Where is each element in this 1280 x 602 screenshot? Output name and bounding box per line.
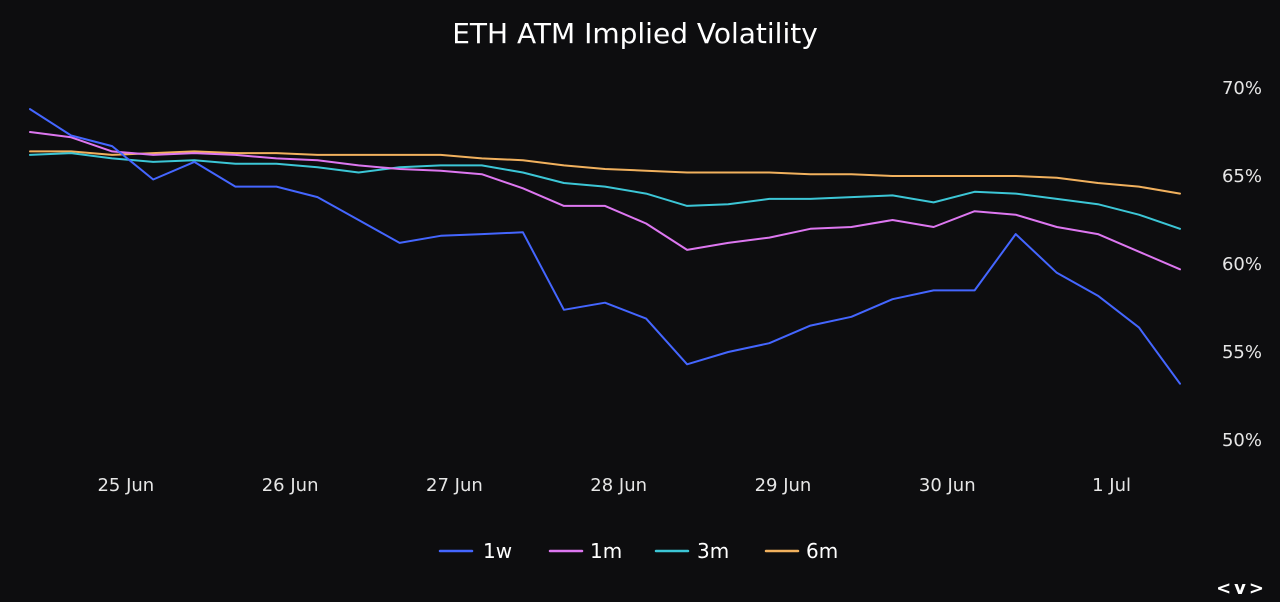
series-line-1w [29, 108, 1181, 385]
x-tick-label: 30 Jun [919, 475, 976, 496]
legend-label: 3m [697, 539, 729, 563]
plot-area [29, 108, 1181, 385]
x-axis: 25 Jun 26 Jun 27 Jun 28 Jun 29 Jun 30 Jun 1 Ju… [97, 475, 1131, 496]
legend: 1w 1m 3m 6m [438, 539, 838, 563]
y-tick-label: 50% [1222, 430, 1262, 451]
legend-label: 1m [590, 539, 622, 563]
x-tick-label: 25 Jun [97, 475, 154, 496]
legend-item-1m[interactable]: 1m [548, 539, 622, 563]
x-tick-label: 28 Jun [590, 475, 647, 496]
series-line-6m [29, 150, 1181, 195]
chart-title: ETH ATM Implied Volatility [452, 17, 818, 50]
legend-item-6m[interactable]: 6m [764, 539, 838, 563]
y-tick-label: 65% [1222, 166, 1262, 187]
x-tick-label: 27 Jun [426, 475, 483, 496]
x-tick-label: 26 Jun [262, 475, 319, 496]
y-tick-label: 70% [1222, 78, 1262, 99]
legend-item-3m[interactable]: 3m [654, 539, 729, 563]
brand-mark[interactable]: <v> [1216, 578, 1267, 599]
legend-label: 6m [806, 539, 838, 563]
y-tick-label: 55% [1222, 342, 1262, 363]
legend-label: 1w [483, 539, 512, 563]
legend-item-1w[interactable]: 1w [438, 539, 512, 563]
series-line-1m [29, 131, 1181, 271]
x-tick-label: 1 Jul [1092, 475, 1131, 496]
x-tick-label: 29 Jun [755, 475, 812, 496]
y-axis: 50% 55% 60% 65% 70% [1222, 78, 1262, 451]
series-line-3m [29, 152, 1181, 230]
y-tick-label: 60% [1222, 254, 1262, 275]
